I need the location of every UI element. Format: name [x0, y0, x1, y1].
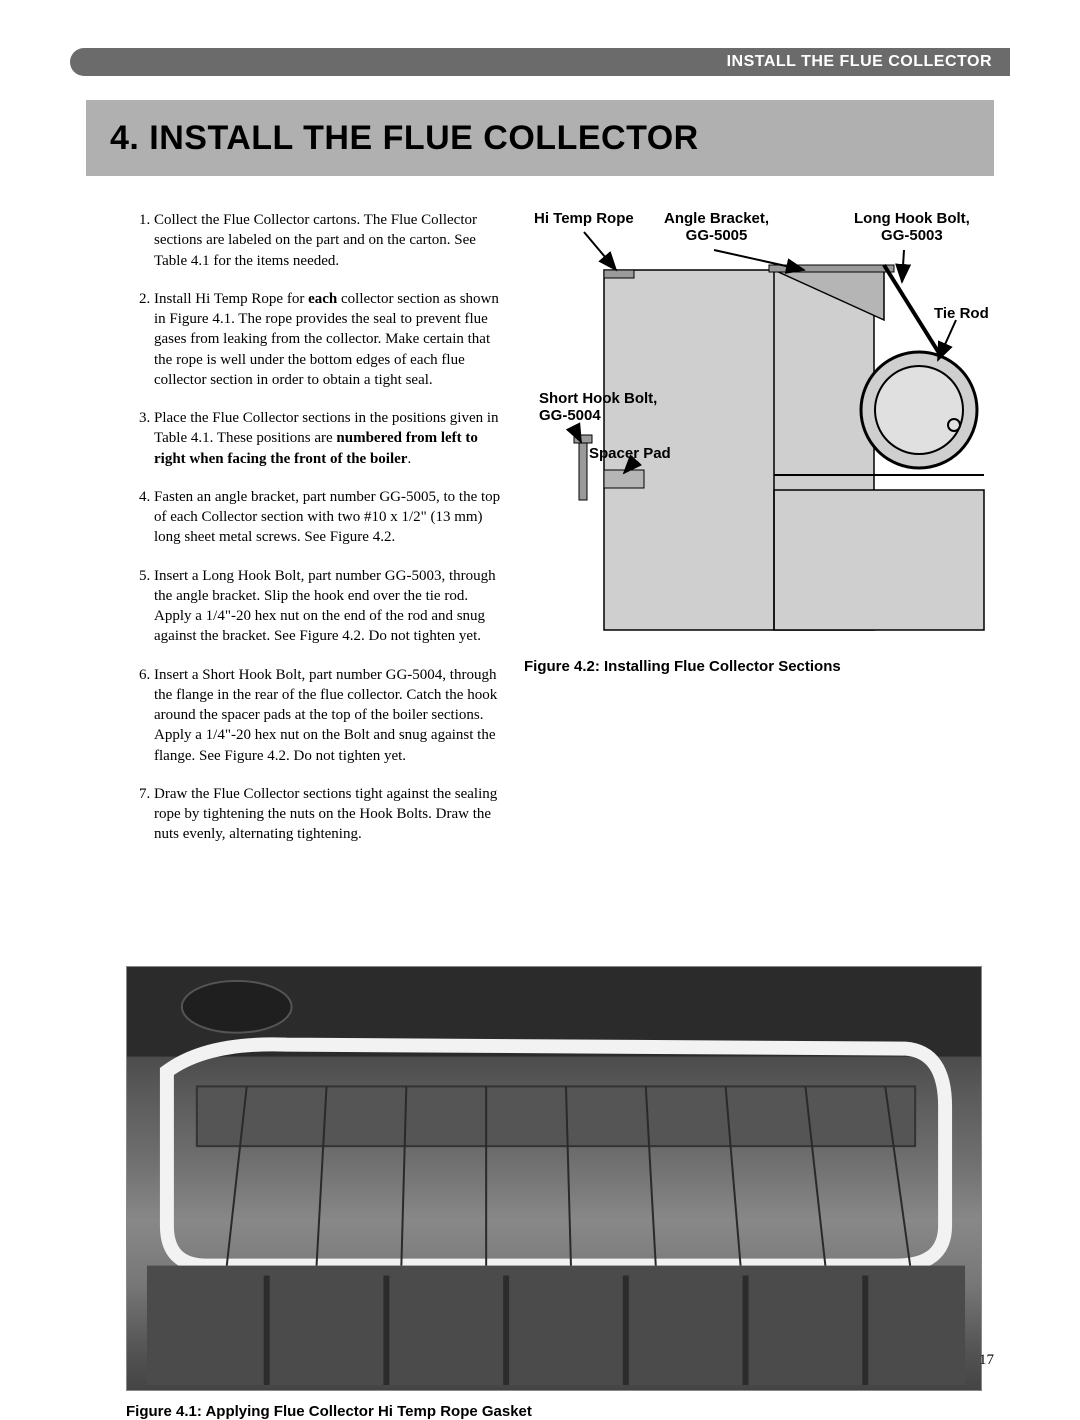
- header-section-label: INSTALL THE FLUE COLLECTOR: [727, 53, 992, 71]
- step-2: Install Hi Temp Rope for each collector …: [154, 289, 502, 390]
- step-text: Draw the Flue Collector sections tight a…: [154, 786, 497, 843]
- figure-4-1-caption: Figure 4.1: Applying Flue Collector Hi T…: [126, 1403, 982, 1420]
- header-bar: INSTALL THE FLUE COLLECTOR: [70, 48, 1010, 76]
- label-short-hook-l2: GG-5004: [539, 407, 601, 424]
- steps-list: Collect the Flue Collector cartons. The …: [126, 210, 502, 845]
- step-text-bold: each: [308, 291, 337, 307]
- step-7: Draw the Flue Collector sections tight a…: [154, 784, 502, 845]
- figure-4-2-caption: Figure 4.2: Installing Flue Collector Se…: [524, 658, 994, 675]
- page-number: 17: [979, 1352, 994, 1369]
- step-6: Insert a Short Hook Bolt, part number GG…: [154, 665, 502, 766]
- label-long-hook-l1: Long Hook Bolt,: [854, 210, 970, 227]
- step-1: Collect the Flue Collector cartons. The …: [154, 210, 502, 271]
- diagram-column: Hi Temp Rope Angle Bracket, GG-5005 Long…: [524, 210, 994, 863]
- step-4: Fasten an angle bracket, part number GG-…: [154, 487, 502, 548]
- label-angle-bracket-l1: Angle Bracket,: [664, 210, 769, 227]
- page-title: 4. INSTALL THE FLUE COLLECTOR: [110, 119, 699, 158]
- step-5: Insert a Long Hook Bolt, part number GG-…: [154, 566, 502, 647]
- photo-block: Figure 4.1: Applying Flue Collector Hi T…: [126, 966, 982, 1420]
- step-text: Fasten an angle bracket, part number GG-…: [154, 489, 500, 546]
- label-spacer-pad: Spacer Pad: [589, 445, 671, 462]
- figure-4-1-photo: [126, 966, 982, 1391]
- label-angle-bracket-l2: GG-5005: [686, 227, 748, 244]
- label-hi-temp-rope: Hi Temp Rope: [534, 210, 634, 227]
- step-text: Collect the Flue Collector cartons. The …: [154, 212, 477, 269]
- step-text: Insert a Long Hook Bolt, part number GG-…: [154, 568, 496, 645]
- instructions-column: Collect the Flue Collector cartons. The …: [126, 210, 502, 863]
- flue-collector-diagram: Hi Temp Rope Angle Bracket, GG-5005 Long…: [524, 210, 994, 640]
- diagram-svg: [524, 210, 994, 640]
- step-text: Insert a Short Hook Bolt, part number GG…: [154, 667, 497, 764]
- content-area: Collect the Flue Collector cartons. The …: [126, 210, 994, 863]
- label-short-hook-l1: Short Hook Bolt,: [539, 390, 657, 407]
- title-block: 4. INSTALL THE FLUE COLLECTOR: [86, 100, 994, 176]
- step-3: Place the Flue Collector sections in the…: [154, 408, 502, 469]
- label-tie-rod: Tie Rod: [934, 305, 989, 322]
- step-text-pre: Install Hi Temp Rope for: [154, 291, 308, 307]
- label-long-hook-l2: GG-5003: [881, 227, 943, 244]
- step-text-post: .: [407, 451, 411, 467]
